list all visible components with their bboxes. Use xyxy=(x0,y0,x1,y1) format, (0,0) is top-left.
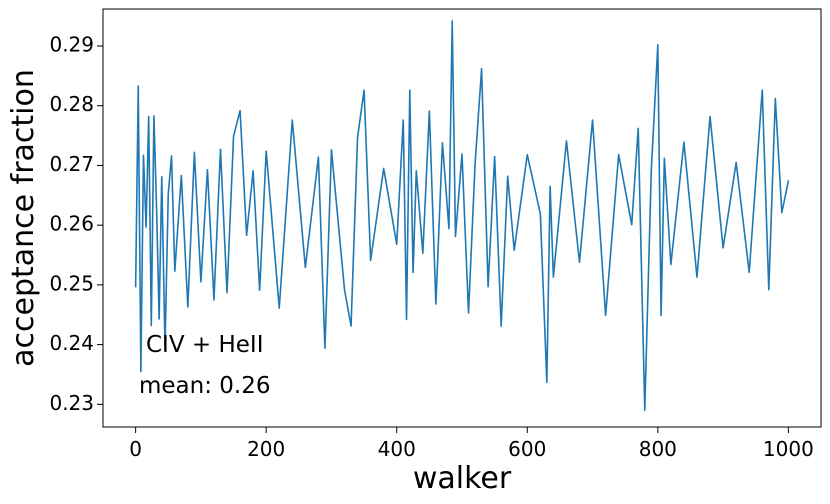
annotation-label: CIV + HeII xyxy=(146,332,263,358)
x-tick-label: 200 xyxy=(247,437,285,461)
y-tick-label: 0.28 xyxy=(49,92,94,116)
x-tick-label: 400 xyxy=(378,437,416,461)
y-tick-label: 0.25 xyxy=(49,271,94,295)
y-tick-label: 0.29 xyxy=(49,33,94,57)
x-tick-label: 800 xyxy=(639,437,677,461)
y-tick-label: 0.24 xyxy=(49,331,94,355)
series-line-0 xyxy=(134,20,790,412)
annotation-mean: mean: 0.26 xyxy=(139,373,271,399)
y-tick-label: 0.23 xyxy=(49,391,94,415)
y-tick-label: 0.27 xyxy=(49,152,94,176)
series-layer xyxy=(134,20,790,412)
ticks-layer: 0 200 400 600 800 1000 0.23 0.24 0.25 0.26 0.27 0.2… xyxy=(49,33,813,461)
y-axis-label: acceptance fraction xyxy=(6,69,41,367)
plot-frame xyxy=(102,8,822,428)
x-axis-label: walker xyxy=(413,461,512,496)
x-tick-label: 0 xyxy=(129,437,142,461)
x-tick-label: 1000 xyxy=(763,437,814,461)
y-tick-label: 0.26 xyxy=(49,212,94,236)
x-tick-label: 600 xyxy=(508,437,546,461)
plot-background xyxy=(103,9,821,427)
